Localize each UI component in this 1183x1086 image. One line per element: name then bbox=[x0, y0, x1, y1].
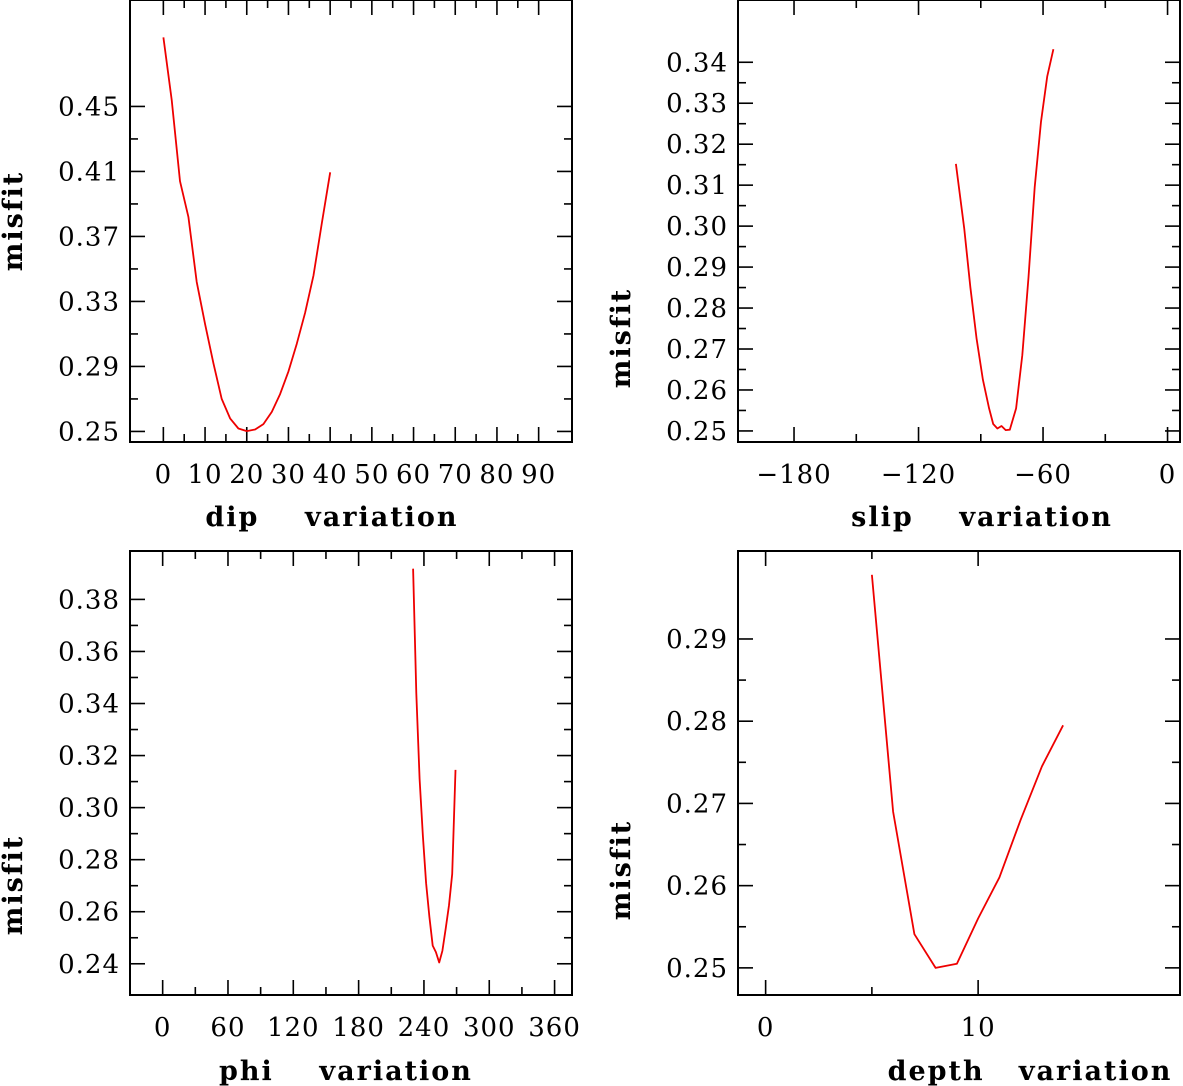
y-tick-label: 0.26 bbox=[58, 898, 120, 928]
x-tick-label: −180 bbox=[756, 460, 831, 490]
y-tick-label: 0.32 bbox=[666, 130, 728, 160]
x-tick-label: 20 bbox=[229, 460, 264, 490]
panel-dip: 0 10 20 30 40 50 60 70 80 90 0.25 0.29 0.33 0.37 0.41 0… bbox=[0, 0, 573, 533]
y-tick-label: 0.33 bbox=[58, 287, 120, 317]
y-tick-label: 0.30 bbox=[666, 212, 728, 242]
y-tick-label: 0.41 bbox=[58, 157, 120, 187]
x-tick-label: 0 bbox=[155, 460, 173, 490]
x-tick-label: 120 bbox=[267, 1013, 320, 1043]
x-tick-label: 70 bbox=[438, 460, 473, 490]
panel-slip: −180 −120 −60 0 0.25 0.26 0.27 0.28 0.29 0.30 0.31… bbox=[606, 0, 1181, 533]
misfit-curve bbox=[955, 49, 1055, 432]
y-tick-label: 0.27 bbox=[666, 335, 728, 365]
x-tick-label: −60 bbox=[1014, 460, 1072, 490]
x-tick-label: 0 bbox=[1159, 460, 1177, 490]
y-axis-label: misfit bbox=[606, 820, 637, 920]
x-tick-label: 30 bbox=[271, 460, 306, 490]
x-tick-label: 10 bbox=[961, 1013, 996, 1043]
misfit-curve bbox=[162, 37, 332, 433]
x-axis-label: slip variation bbox=[851, 502, 1113, 533]
x-tick-label: 90 bbox=[521, 460, 556, 490]
x-tick-label: 360 bbox=[528, 1013, 581, 1043]
x-tick-label: 10 bbox=[188, 460, 223, 490]
x-axis-label: phi variation bbox=[219, 1056, 473, 1086]
y-axis-label: misfit bbox=[606, 288, 637, 388]
y-tick-label: 0.33 bbox=[666, 89, 728, 119]
y-tick-label: 0.24 bbox=[58, 950, 120, 980]
y-tick-label: 0.25 bbox=[666, 954, 728, 984]
y-tick-label: 0.31 bbox=[666, 171, 728, 201]
plot-frame bbox=[129, 550, 573, 996]
y-tick-label: 0.29 bbox=[666, 253, 728, 283]
y-tick-label: 0.26 bbox=[666, 376, 728, 406]
misfit-curve bbox=[871, 574, 1064, 969]
panel-depth: 0 10 0.25 0.26 0.27 0.28 0.29 depth variation mi… bbox=[606, 550, 1181, 1086]
y-tick-label: 0.29 bbox=[666, 625, 728, 655]
x-tick-label: 0 bbox=[154, 1013, 172, 1043]
misfit-curve bbox=[412, 568, 457, 964]
plot-frame bbox=[737, 0, 1181, 443]
y-tick-label: 0.36 bbox=[58, 637, 120, 667]
x-tick-label: 40 bbox=[313, 460, 348, 490]
y-tick-label: 0.45 bbox=[58, 92, 120, 122]
x-tick-label: 50 bbox=[354, 460, 389, 490]
y-tick-label: 0.30 bbox=[58, 794, 120, 824]
y-tick-label: 0.28 bbox=[58, 846, 120, 876]
x-tick-label: 0 bbox=[757, 1013, 775, 1043]
y-axis-label: misfit bbox=[0, 835, 29, 935]
x-tick-label: 180 bbox=[332, 1013, 385, 1043]
y-tick-label: 0.34 bbox=[666, 48, 728, 78]
y-tick-label: 0.38 bbox=[58, 585, 120, 615]
y-tick-label: 0.28 bbox=[666, 707, 728, 737]
y-tick-label: 0.28 bbox=[666, 294, 728, 324]
y-tick-label: 0.27 bbox=[666, 789, 728, 819]
x-tick-label: 240 bbox=[398, 1013, 451, 1043]
plot-frame bbox=[129, 0, 573, 443]
y-tick-label: 0.25 bbox=[666, 417, 728, 447]
y-tick-label: 0.37 bbox=[58, 222, 120, 252]
plot-frame bbox=[737, 550, 1181, 996]
y-axis-label: misfit bbox=[0, 171, 29, 271]
panel-phi: 0 60 120 180 240 300 360 0.24 0.26 0.28 0.30 0.32 0.… bbox=[0, 550, 581, 1086]
x-axis-label: dip variation bbox=[205, 502, 458, 533]
x-tick-label: −120 bbox=[881, 460, 956, 490]
y-tick-label: 0.25 bbox=[58, 417, 120, 447]
x-tick-label: 80 bbox=[479, 460, 514, 490]
x-tick-label: 60 bbox=[210, 1013, 245, 1043]
y-tick-label: 0.26 bbox=[666, 872, 728, 902]
y-tick-label: 0.32 bbox=[58, 742, 120, 772]
y-tick-label: 0.29 bbox=[58, 352, 120, 382]
x-tick-label: 60 bbox=[396, 460, 431, 490]
y-tick-label: 0.34 bbox=[58, 690, 120, 720]
x-axis-label: depth variation bbox=[888, 1056, 1173, 1086]
x-tick-label: 300 bbox=[463, 1013, 516, 1043]
